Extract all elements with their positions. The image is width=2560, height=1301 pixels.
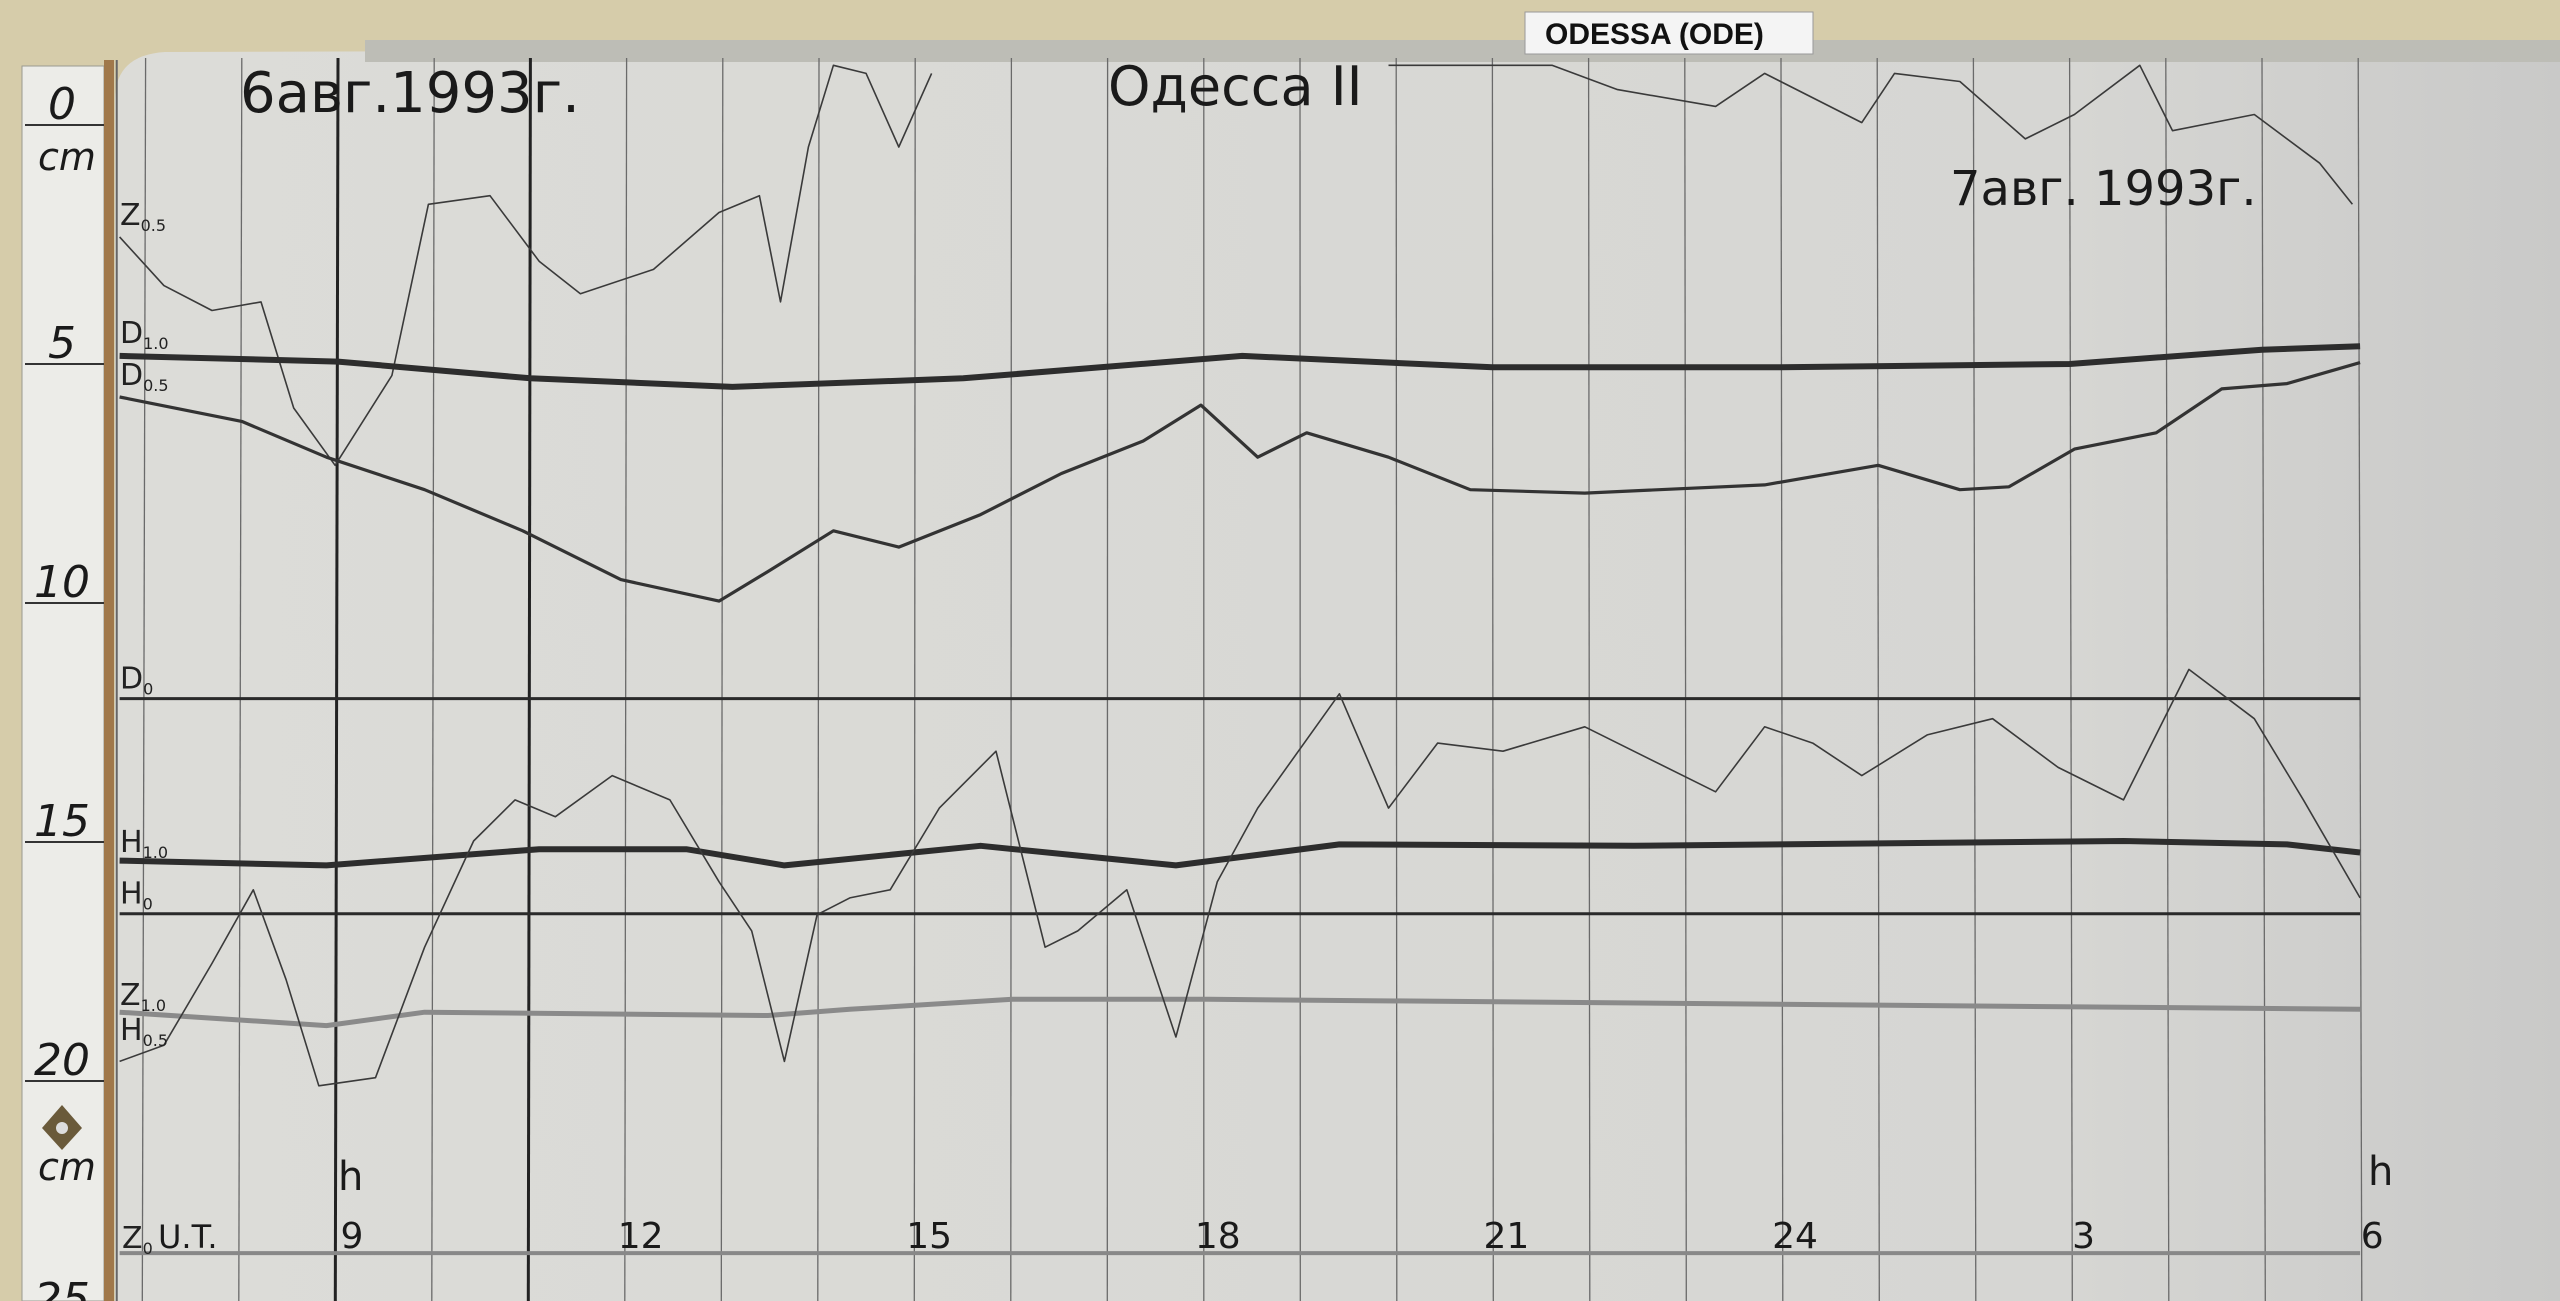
grid-line-hour <box>333 57 340 1301</box>
ruler-unit-bottom: cm <box>38 1145 96 1189</box>
grid-line-hour <box>526 57 532 1301</box>
grid-line-hour <box>1010 57 1013 1301</box>
hour-grid <box>115 57 2363 1301</box>
hour-mark-right: h <box>2368 1149 2393 1195</box>
x-tick-label: 21 <box>1483 1216 1529 1257</box>
grid-line-hour <box>238 57 243 1301</box>
x-tick-labels: 9 12 15 18 21 24 3 6 <box>341 1216 2384 1257</box>
grid-line-hour <box>817 57 820 1301</box>
ruler-label: 0 <box>48 79 76 130</box>
chart-title: Одесса II <box>1108 55 1363 118</box>
ruler-unit-top: cm <box>38 135 96 179</box>
x-tick-label: 15 <box>906 1216 952 1257</box>
grid-line-hour <box>1684 57 1687 1301</box>
trace-label: H1.0 <box>120 825 168 862</box>
x-tick-label: 12 <box>618 1216 664 1257</box>
paper-top-fold <box>365 40 2560 62</box>
ruler-label: 20 <box>34 1035 90 1086</box>
grid-line-hour <box>2261 57 2266 1301</box>
x-axis-label: U.T. <box>158 1218 218 1256</box>
x-tick-label: 6 <box>2361 1216 2384 1257</box>
x-tick-label: 9 <box>341 1216 364 1257</box>
svg-text:ODESSA (ODE): ODESSA (ODE) <box>1545 18 1764 51</box>
grid-line-hour <box>431 57 435 1301</box>
ruler-label: 15 <box>34 796 90 847</box>
cm-ruler: 0 5 10 15 20 25 <box>25 79 104 1301</box>
date-end: 7авг. 1993г. <box>1950 161 2257 217</box>
grid-line-hour <box>1587 57 1591 1301</box>
trace-D1.0 <box>119 343 2361 390</box>
grid-line-hour <box>2165 57 2170 1301</box>
x-tick-label: 18 <box>1195 1216 1241 1257</box>
ruler-label: 25 <box>34 1274 90 1301</box>
grid-line-hour <box>1395 57 1398 1301</box>
trace-Z0.5 <box>119 64 2354 467</box>
x-tick-label: 3 <box>2072 1216 2095 1257</box>
x-tick-label: 24 <box>1772 1216 1818 1257</box>
ruler-strip <box>21 65 105 1301</box>
trace-H0.5 <box>119 668 2361 1087</box>
trace-D0.5 <box>119 361 2361 603</box>
grid-line-hour <box>1876 57 1880 1301</box>
grid-line-hour <box>2068 57 2073 1301</box>
hour-mark-left: h <box>338 1154 363 1200</box>
grid-line-hour <box>1780 57 1784 1301</box>
ruler-label: 5 <box>48 318 76 369</box>
traces <box>119 64 2361 1256</box>
grid-line-hour <box>2357 57 2363 1301</box>
ruler-label: 10 <box>34 557 90 608</box>
ruler-edge <box>104 60 114 1301</box>
grid-line-hour <box>1491 57 1494 1301</box>
paper-sheet <box>115 45 2560 1301</box>
grid-line-hour <box>624 57 628 1301</box>
trace-Z1.0 <box>119 996 2361 1029</box>
grid-line-hour <box>720 57 724 1301</box>
trace-H1.0 <box>119 838 2361 869</box>
grid-line-hour <box>913 57 916 1301</box>
grid-line-hour <box>1972 57 1977 1301</box>
compass-diamond-icon <box>42 1105 82 1150</box>
station-label: ODESSA (ODE) <box>1524 11 1814 55</box>
date-start: 6авг.1993г. <box>240 61 580 126</box>
